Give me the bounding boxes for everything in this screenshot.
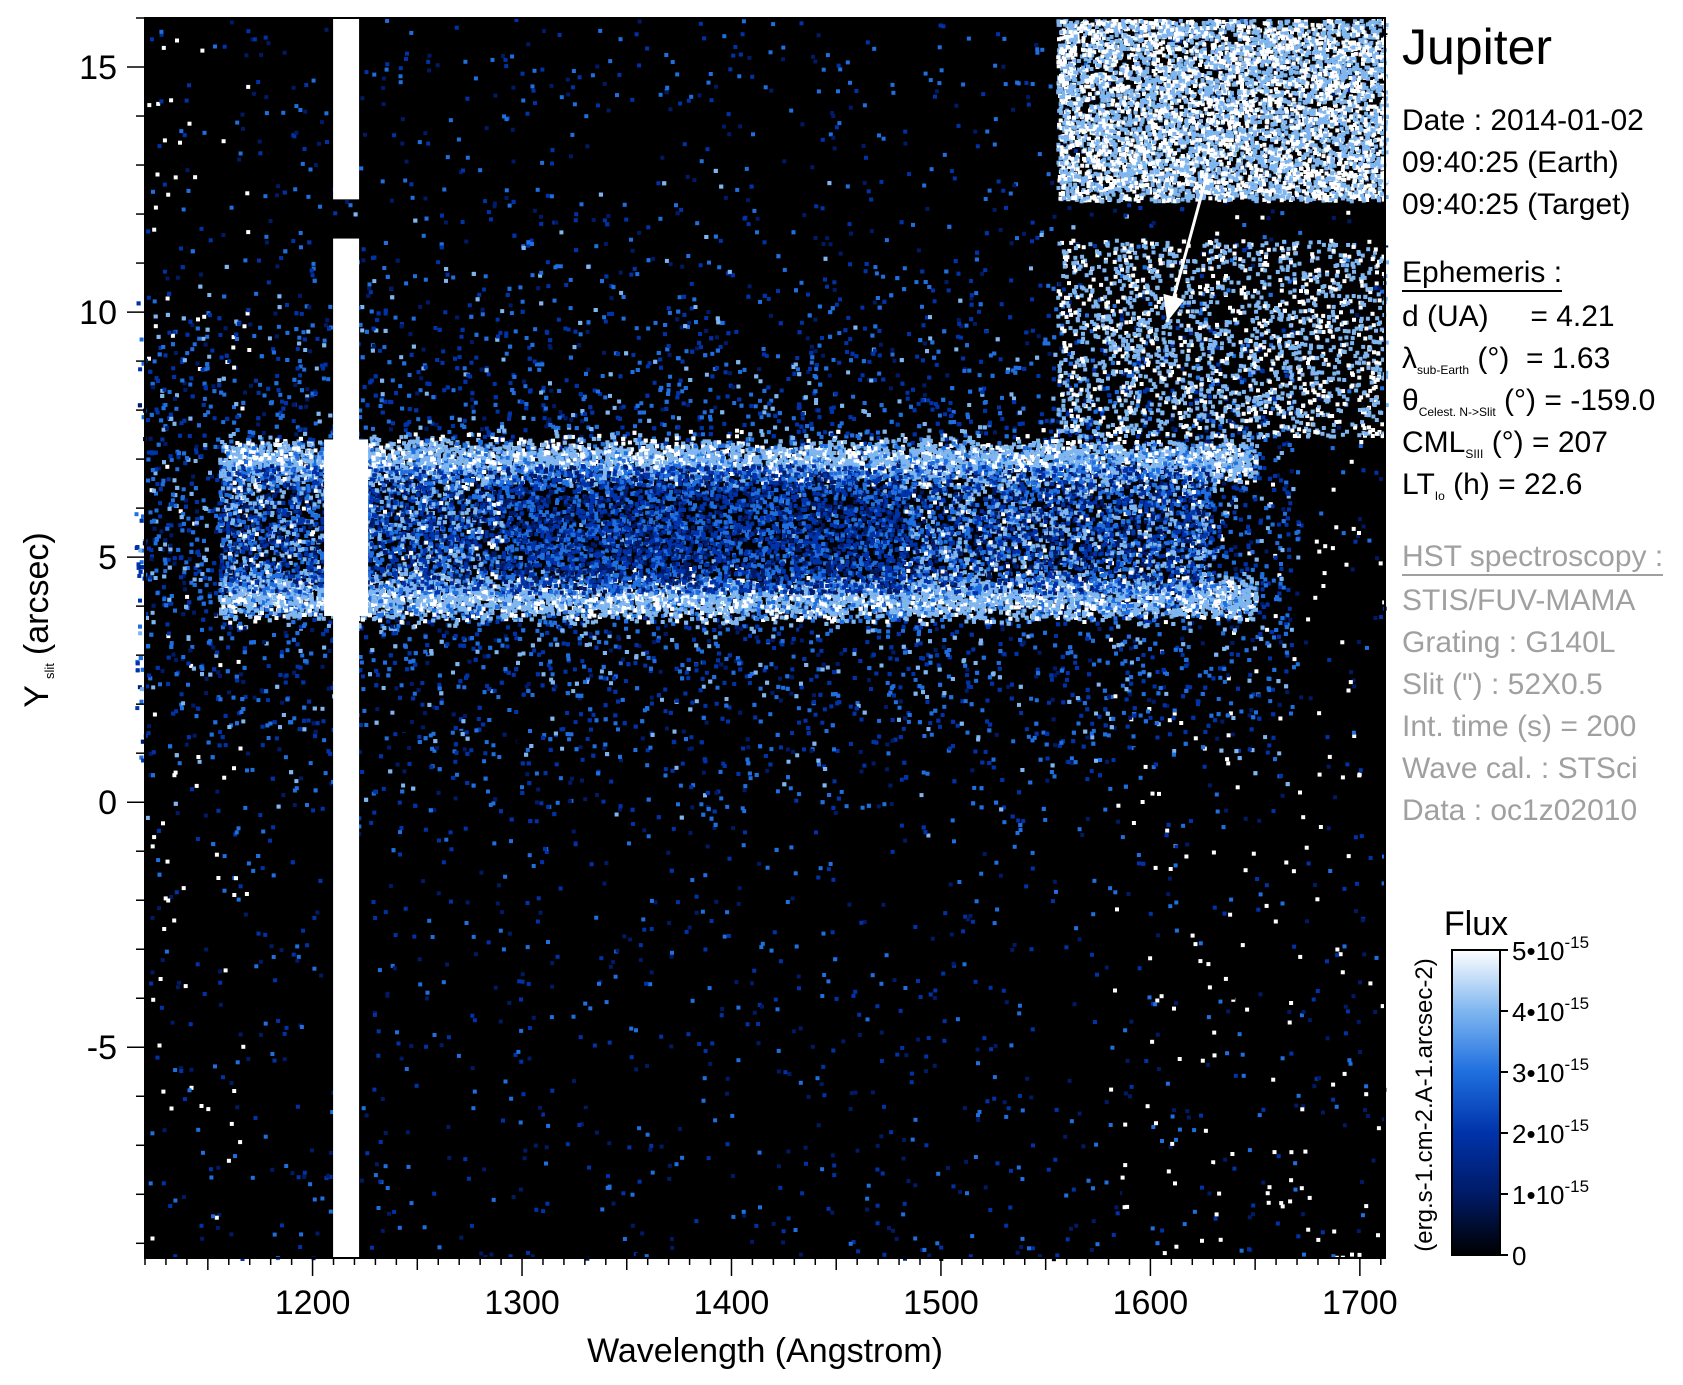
x-tick-label: 1200 bbox=[275, 1284, 351, 1322]
ephemeris-cml-value: (°) = 207 bbox=[1483, 426, 1608, 459]
y-axis-label-sub: slit bbox=[42, 663, 57, 679]
y-tick-label: 5 bbox=[98, 539, 117, 577]
colorbar: Flux 0 1•10-15 2•10-15 3•10-15 4•10-15 5•10-1… bbox=[1411, 905, 1589, 1271]
colorbar-tick-label: 0 bbox=[1512, 1241, 1526, 1271]
ephemeris-header-text: Ephemeris : bbox=[1402, 256, 1562, 292]
date-line: Date : 2014-01-02 bbox=[1402, 100, 1644, 142]
y-axis-label-unit: (arcsec) bbox=[18, 532, 56, 655]
ephemeris-cml-sub: SIII bbox=[1465, 447, 1483, 461]
colorbar-tick-label: 2•10-15 bbox=[1512, 1116, 1589, 1149]
x-tick-label: 1500 bbox=[903, 1284, 979, 1322]
y-tick-label: 15 bbox=[79, 49, 117, 87]
x-axis-label: Wavelength (Angstrom) bbox=[587, 1332, 943, 1370]
hst-wave-cal: Wave cal. : STSci bbox=[1402, 748, 1638, 790]
colorbar-tick-label: 3•10-15 bbox=[1512, 1055, 1589, 1088]
ephemeris-lt-main: LT bbox=[1402, 468, 1435, 501]
target-time-line: 09:40:25 (Target) bbox=[1402, 184, 1630, 226]
plot-area bbox=[135, 18, 1390, 1262]
ephemeris-angle-sub: Celest. N->Slit bbox=[1419, 405, 1496, 419]
y-tick-label: -5 bbox=[87, 1029, 117, 1067]
y-axis-label: Yslit (arcsec) bbox=[18, 532, 57, 707]
hst-slit: Slit (") : 52X0.5 bbox=[1402, 664, 1603, 706]
hst-header: HST spectroscopy : bbox=[1402, 536, 1663, 578]
ephemeris-cml-main: CML bbox=[1402, 426, 1465, 459]
colorbar-title: Flux bbox=[1444, 905, 1508, 943]
ephemeris-latitude-sub: sub-Earth bbox=[1417, 363, 1469, 377]
colorbar-ramp bbox=[1452, 950, 1500, 1255]
ephemeris-lt: LTIo (h) = 22.6 bbox=[1402, 464, 1582, 517]
ephemeris-header: Ephemeris : bbox=[1402, 252, 1562, 294]
colorbar-tick-label: 4•10-15 bbox=[1512, 994, 1589, 1027]
colorbar-unit: (erg.s-1.cm-2.A-1.arcsec-2) bbox=[1411, 958, 1438, 1251]
lyman-alpha-line-lower bbox=[333, 239, 359, 1258]
y-axis-label-main: Y bbox=[18, 685, 56, 708]
x-tick-label: 1400 bbox=[694, 1284, 770, 1322]
earth-time-line: 09:40:25 (Earth) bbox=[1402, 142, 1619, 184]
hst-header-text: HST spectroscopy : bbox=[1402, 540, 1663, 576]
hst-grating: Grating : G140L bbox=[1402, 622, 1615, 664]
colorbar-ticks: 0 1•10-15 2•10-15 3•10-15 4•10-15 5•10-15 bbox=[1500, 933, 1589, 1271]
y-tick-label: 0 bbox=[98, 784, 117, 822]
lyman-alpha-aurora-crossing bbox=[324, 440, 368, 616]
ephemeris-angle-value: (°) = -159.0 bbox=[1496, 384, 1656, 417]
y-tick-label: 10 bbox=[79, 294, 117, 332]
ephemeris-latitude-main: λ bbox=[1402, 342, 1417, 375]
lyman-alpha-line-upper bbox=[333, 18, 359, 199]
hst-instrument: STIS/FUV-MAMA bbox=[1402, 580, 1635, 622]
ephemeris-distance-value: = 4.21 bbox=[1489, 300, 1615, 333]
x-tick-label: 1600 bbox=[1113, 1284, 1189, 1322]
x-axis: 1200 1300 1400 1500 1600 1700 bbox=[145, 1258, 1398, 1322]
ephemeris-distance: d (UA) = 4.21 bbox=[1402, 296, 1615, 338]
ephemeris-angle-main: θ bbox=[1402, 384, 1419, 417]
colorbar-tick-label: 1•10-15 bbox=[1512, 1177, 1589, 1210]
ephemeris-lt-value: (h) = 22.6 bbox=[1445, 468, 1583, 501]
hst-data-id: Data : oc1z02010 bbox=[1402, 790, 1637, 832]
x-tick-label: 1300 bbox=[484, 1284, 560, 1322]
target-title: Jupiter bbox=[1402, 18, 1552, 76]
ephemeris-distance-main: d (UA) bbox=[1402, 300, 1489, 333]
x-tick-label: 1700 bbox=[1322, 1284, 1398, 1322]
colorbar-tick-label: 5•10-15 bbox=[1512, 933, 1589, 966]
y-axis: -5 0 5 10 15 bbox=[79, 18, 145, 1243]
hst-int-time: Int. time (s) = 200 bbox=[1402, 706, 1636, 748]
ephemeris-latitude-value: (°) = 1.63 bbox=[1469, 342, 1610, 375]
ephemeris-lt-sub: Io bbox=[1435, 489, 1445, 503]
